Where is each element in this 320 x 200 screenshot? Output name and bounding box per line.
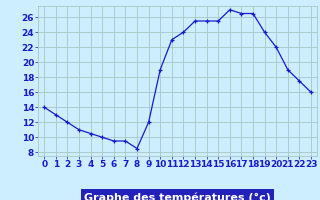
Text: Graphe des températures (°c): Graphe des températures (°c) [84,193,271,200]
